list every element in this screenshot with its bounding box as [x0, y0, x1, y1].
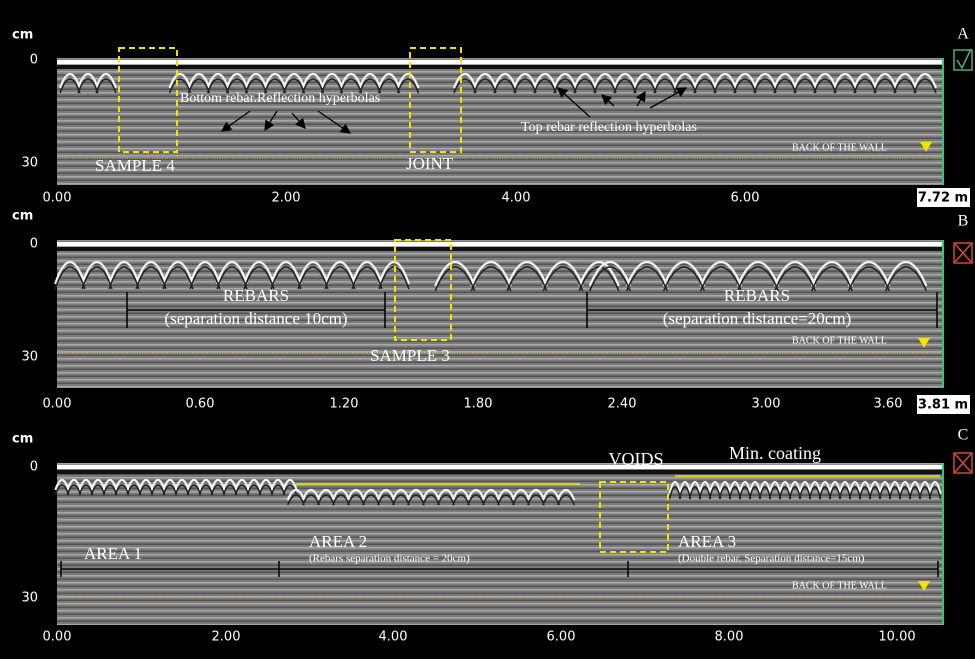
annotation: AREA 1 — [84, 544, 142, 563]
x-tick-label: 3.60 — [874, 397, 903, 412]
annotation: BACK OF THE WALL — [792, 142, 887, 153]
x-tick-label: 8.00 — [715, 630, 744, 645]
annotation: AREA 2 — [309, 532, 367, 551]
annotation: REBARS — [223, 286, 289, 305]
annotation: AREA 3 — [678, 532, 736, 551]
x-tick-label: 2.40 — [608, 397, 637, 412]
x-tick-label: 4.00 — [379, 630, 408, 645]
x-tick-label: 0.00 — [43, 397, 72, 412]
panel-label: A — [957, 26, 969, 43]
surface-band — [57, 470, 943, 474]
y-tick-label: 0 — [30, 237, 38, 252]
x-tick-label: 0.00 — [43, 191, 72, 206]
annotation: Min. coating — [729, 443, 821, 463]
y-tick-label: 0 — [30, 53, 38, 68]
x-tick-label: 6.00 — [731, 191, 760, 206]
surface-band — [57, 465, 943, 469]
length-label: 7.72 m — [918, 191, 968, 206]
length-label: 3.81 m — [918, 398, 968, 413]
y-tick-label: 30 — [21, 350, 38, 365]
x-tick-label: 6.00 — [547, 630, 576, 645]
y-tick-label: 30 — [21, 156, 38, 171]
x-tick-label: 10.00 — [878, 630, 915, 645]
x-tick-label: 0.60 — [186, 397, 215, 412]
annotation: (separation distance=20cm) — [663, 309, 852, 328]
surface-band — [57, 60, 943, 64]
x-tick-label: 2.00 — [272, 191, 301, 206]
x-tick-label: 4.00 — [502, 191, 531, 206]
surface-band — [57, 242, 943, 246]
y-tick-label: 30 — [21, 591, 38, 606]
annotation: JOINT — [406, 154, 454, 173]
annotation: (Double rebar. Separation distance=15cm) — [678, 553, 865, 565]
surface-band — [57, 247, 943, 251]
panel-label: B — [958, 213, 969, 230]
y-unit: cm — [12, 28, 33, 43]
y-unit: cm — [12, 432, 33, 447]
annotation: Bottom rebar.Reflection hyperbolas — [180, 91, 380, 106]
radargram — [57, 463, 943, 625]
annotation: BACK OF THE WALL — [792, 335, 887, 346]
y-tick-label: 0 — [30, 460, 38, 475]
annotation: (Rebars separation distance = 20cm) — [309, 553, 470, 565]
gpr-viewer: cm 0 30 A cm 0 30 B cm 0 30 C SAMPLE 4 J… — [0, 0, 975, 659]
annotation: VOIDS — [608, 449, 663, 469]
annotation: BACK OF THE WALL — [792, 580, 887, 591]
x-tick-label: 2.00 — [212, 630, 241, 645]
annotation: SAMPLE 3 — [370, 346, 450, 365]
x-tick-label: 1.80 — [464, 397, 493, 412]
annotation: (separation distance 10cm) — [164, 309, 347, 328]
y-unit: cm — [12, 209, 33, 224]
annotation: REBARS — [724, 286, 790, 305]
x-tick-label: 1.20 — [330, 397, 359, 412]
x-tick-label: 0.00 — [43, 630, 72, 645]
surface-band — [57, 65, 943, 69]
annotation: Top rebar reflection hyperbolas — [521, 120, 697, 135]
annotation: SAMPLE 4 — [95, 156, 175, 175]
panel-label: C — [958, 427, 969, 444]
x-tick-label: 3.00 — [752, 397, 781, 412]
